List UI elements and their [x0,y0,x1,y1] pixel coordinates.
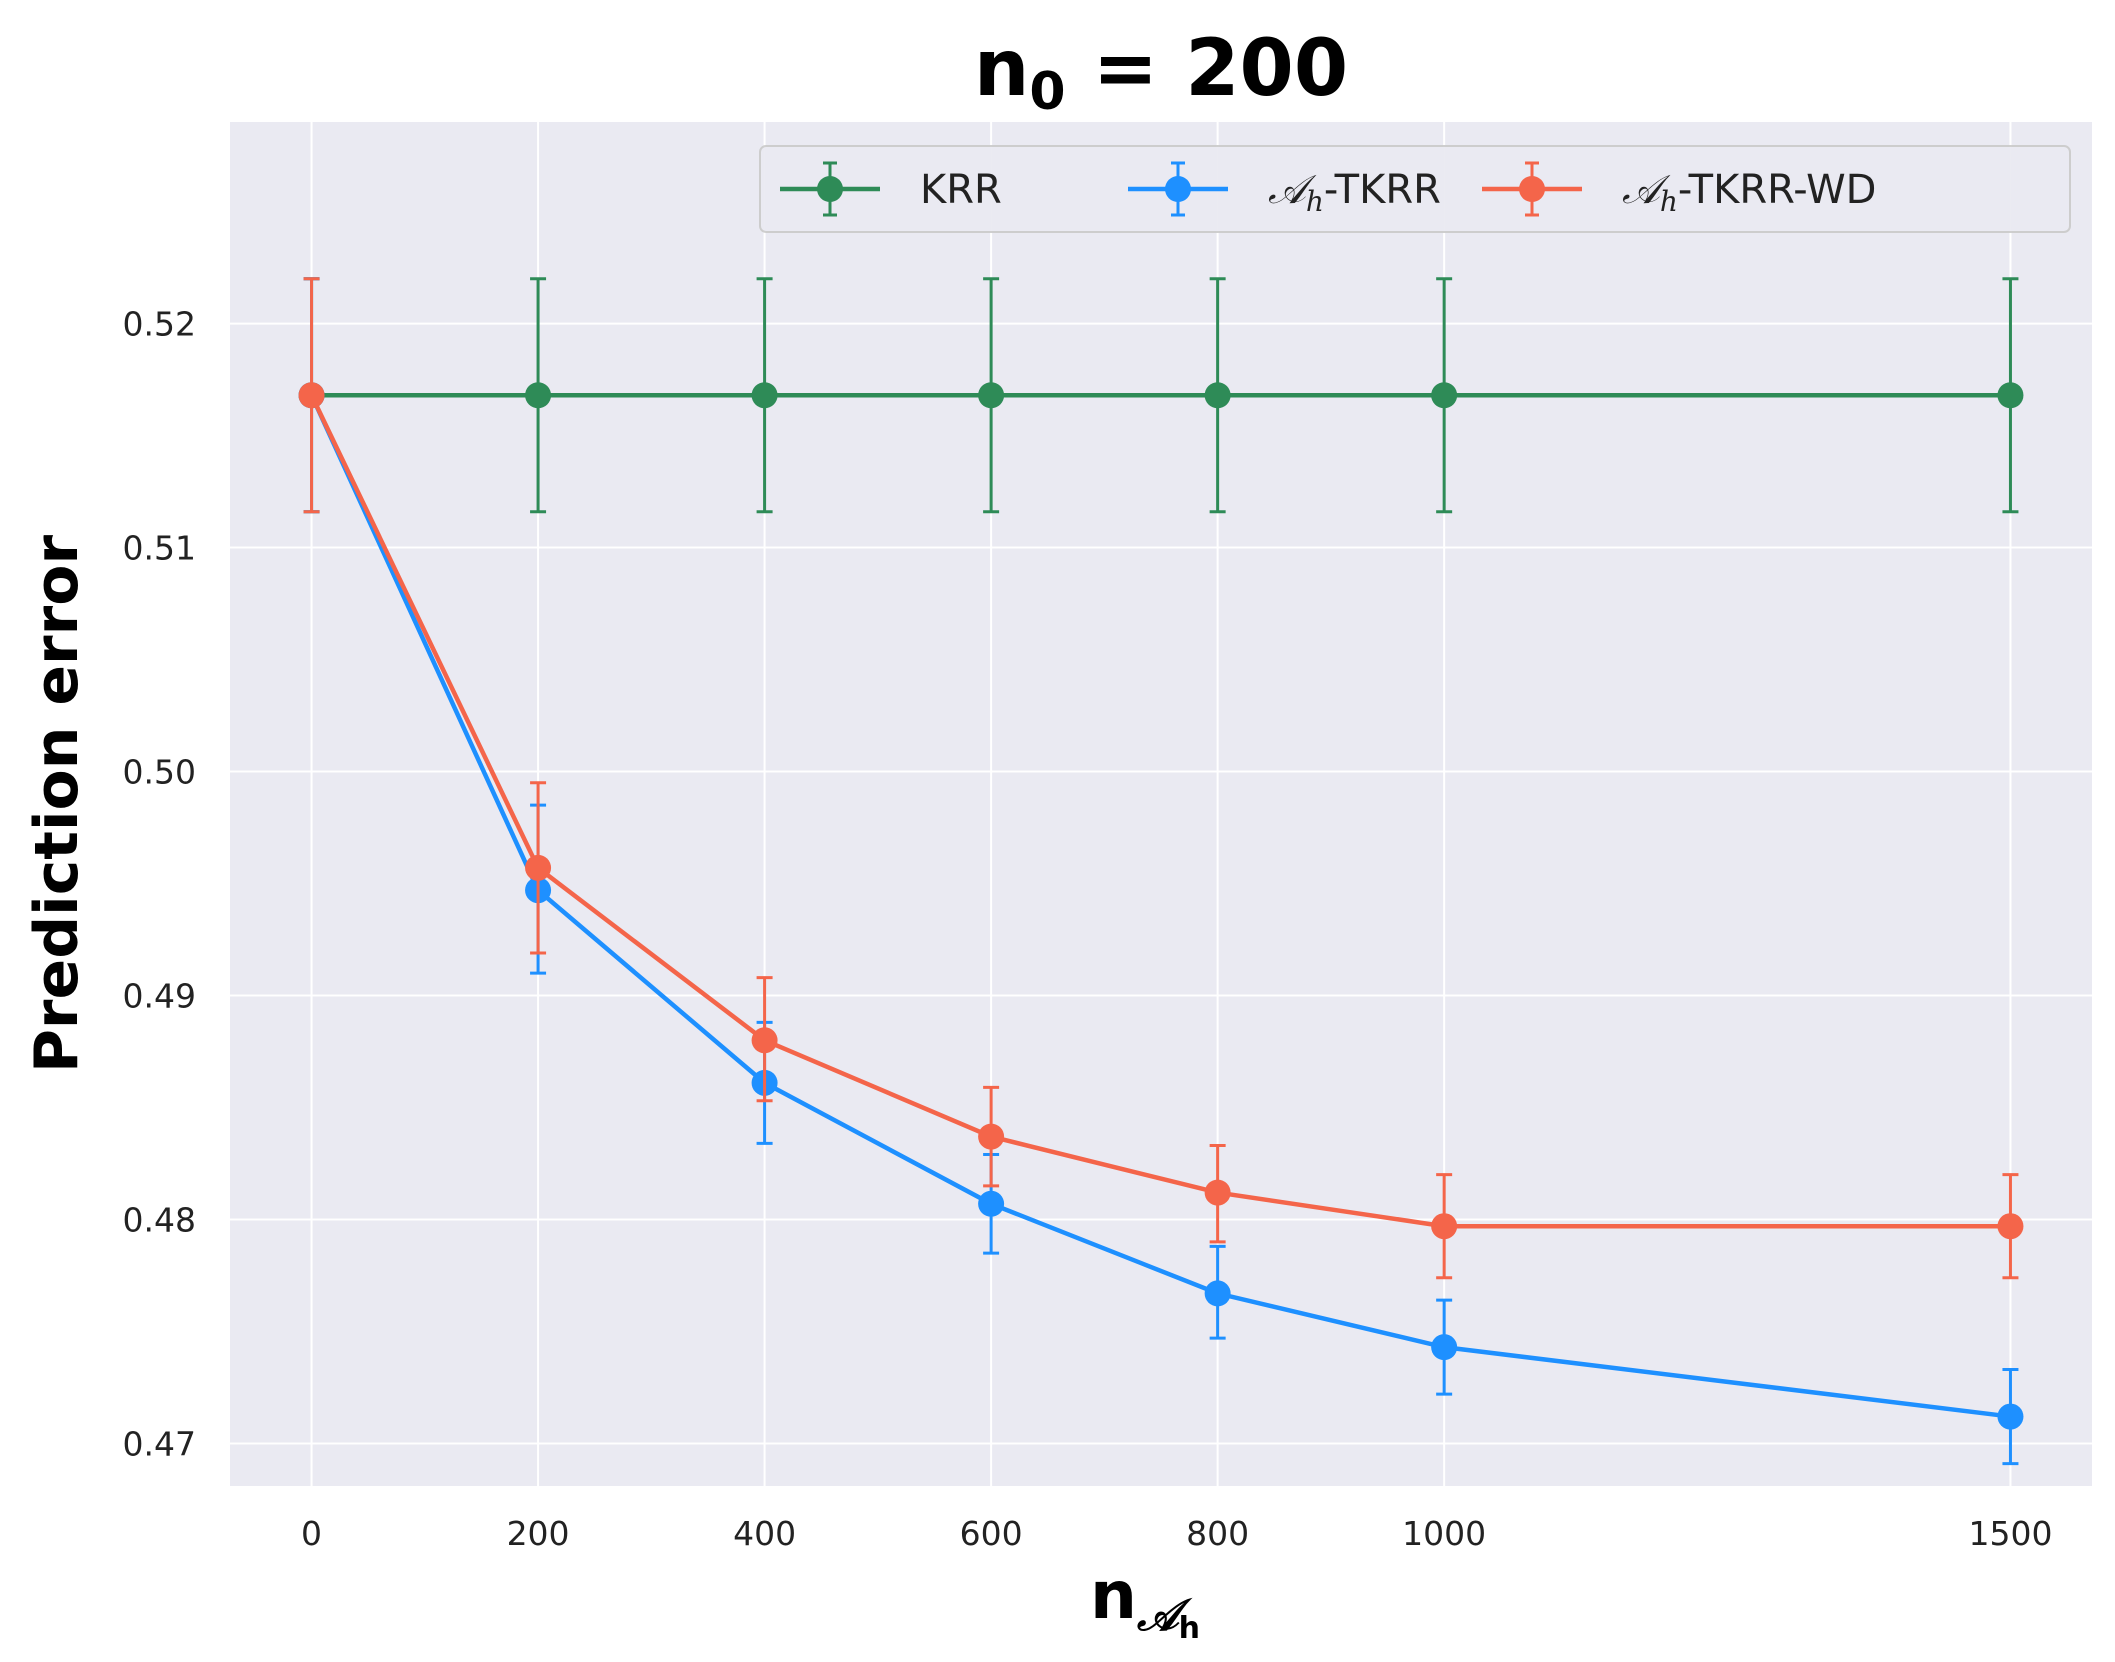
data-point [978,1123,1005,1150]
data-point [1431,1334,1458,1361]
x-tick-label: 1500 [1968,1514,2052,1553]
data-point [1997,382,2024,409]
y-tick-label: 0.52 [123,305,196,344]
legend-marker [817,176,843,202]
y-tick-label: 0.48 [123,1200,196,1239]
y-tick-label: 0.50 [123,753,196,792]
legend-label-sub: h [1660,185,1678,218]
legend-label: KRR [920,167,1002,213]
x-tick-label: 400 [733,1514,796,1553]
legend-label-suffix: -TKRR [1324,167,1441,213]
legend-entry-2: 𝒜h-TKRR-WD [1482,161,1876,218]
y-axis-label: Prediction error [22,535,92,1074]
data-point [1431,382,1458,409]
x-tick-label: 200 [507,1514,570,1553]
x-tick-label: 0 [301,1514,322,1553]
data-point [1204,1280,1231,1307]
data-point [1204,382,1231,409]
data-point [1997,1213,2024,1240]
data-point [298,382,325,409]
legend-box [759,145,2071,233]
legend-label-suffix: -TKRR-WD [1678,167,1877,213]
x-tick-label: 800 [1186,1514,1249,1553]
data-point [525,382,552,409]
x-tick-label: 1000 [1402,1514,1486,1553]
series-2 [298,277,2024,1280]
legend-entry-1: 𝒜h-TKRR [1128,161,1441,218]
data-point [525,854,552,881]
chart-title: n0 = 200 [974,24,1348,122]
title-sub: 0 [1029,62,1065,122]
x-axis-label: n𝒜h [1090,1557,1200,1646]
legend-label: 𝒜h-TKRR-WD [1622,167,1876,218]
data-point [1204,1179,1231,1206]
xlabel-sub-sub: h [1179,1611,1200,1646]
legend: KRR 𝒜h-TKRR 𝒜h-TKRR-WD [759,145,2071,233]
xlabel-main: n [1090,1557,1137,1634]
title-rest: = 200 [1066,24,1348,114]
x-tick-label: 600 [960,1514,1023,1553]
legend-marker [1519,176,1545,202]
x-tick-labels: 0 200 400 600 800 1000 1500 [301,1514,2052,1553]
data-point [1431,1213,1458,1240]
title-main: n [974,24,1030,114]
data-point [751,1027,778,1054]
data-point [978,1190,1005,1217]
y-tick-label: 0.47 [123,1424,196,1463]
y-tick-label: 0.49 [123,976,196,1015]
legend-label-sub: h [1306,185,1324,218]
series-layer [298,277,2024,1466]
y-tick-label: 0.51 [123,529,196,568]
legend-entry-0: KRR [780,161,1002,217]
legend-label: 𝒜h-TKRR [1268,167,1441,218]
data-point [751,382,778,409]
y-tick-labels: 0.47 0.48 0.49 0.50 0.51 0.52 [123,305,196,1464]
data-point [978,382,1005,409]
data-point [1997,1403,2024,1430]
legend-marker [1165,176,1191,202]
